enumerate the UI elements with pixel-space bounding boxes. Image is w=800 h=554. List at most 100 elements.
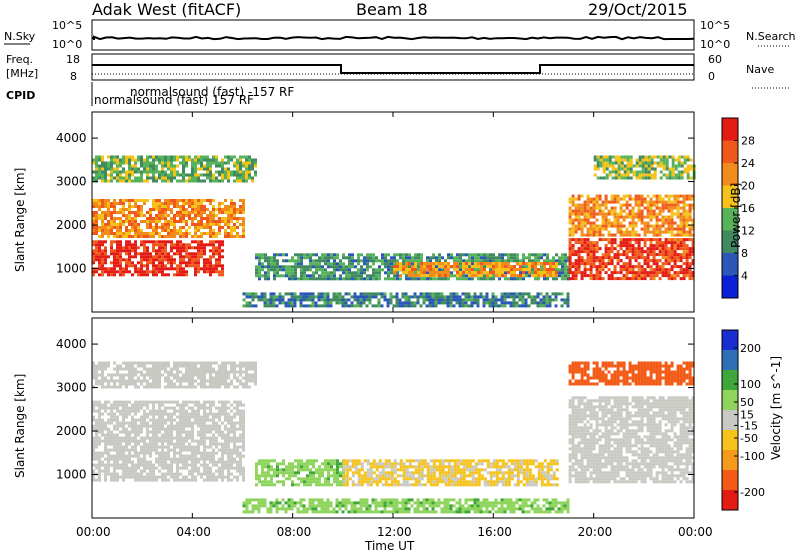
heatmap-cell: [595, 233, 599, 237]
heatmap-cell: [119, 421, 122, 425]
heatmap-cell: [456, 277, 459, 281]
heatmap-cell: [580, 241, 584, 245]
heatmap-cell: [140, 418, 143, 422]
heatmap-cell: [644, 173, 648, 177]
heatmap-cell: [410, 295, 414, 299]
heatmap-cell: [568, 250, 572, 254]
heatmap-cell: [122, 400, 125, 404]
heatmap-cell: [670, 212, 674, 216]
heatmap-cell: [170, 433, 173, 437]
heatmap-cell: [140, 179, 143, 183]
heatmap-cell: [420, 268, 423, 271]
heatmap-cell: [435, 271, 438, 274]
heatmap-cell: [688, 206, 692, 210]
heatmap-cell: [203, 406, 206, 410]
heatmap-cell: [491, 298, 495, 302]
heatmap-cell: [432, 268, 435, 271]
heatmap-cell: [167, 448, 170, 452]
heatmap-cell: [628, 197, 632, 201]
heatmap-cell: [528, 271, 531, 274]
heatmap-cell: [188, 202, 191, 205]
heatmap-cell: [101, 264, 104, 268]
heatmap-cell: [197, 258, 200, 262]
heatmap-cell: [146, 442, 149, 446]
heatmap-cell: [667, 197, 671, 201]
heatmap-cell: [197, 226, 200, 229]
heatmap-cell: [185, 229, 188, 232]
heatmap-cell: [561, 277, 564, 281]
heatmap-cell: [464, 304, 468, 308]
heatmap-cell: [598, 206, 602, 210]
heatmap-cell: [206, 223, 209, 226]
heatmap-cell: [662, 155, 666, 159]
heatmap-cell: [634, 224, 638, 228]
heatmap-cell: [296, 295, 300, 299]
heatmap-cell: [245, 161, 248, 165]
heatmap-cell: [131, 255, 134, 259]
heatmap-cell: [616, 200, 620, 204]
heatmap-cell: [179, 466, 182, 470]
heatmap-cell: [236, 170, 239, 174]
heatmap-cell: [221, 466, 224, 470]
heatmap-cell: [510, 277, 513, 281]
heatmap-cell: [134, 475, 137, 479]
heatmap-cell: [191, 475, 194, 479]
heatmap-cell: [131, 466, 134, 470]
heatmap-cell: [236, 463, 239, 467]
heatmap-cell: [626, 155, 630, 159]
heatmap-cell: [489, 265, 492, 268]
heatmap-cell: [611, 161, 615, 165]
heatmap-cell: [516, 253, 519, 257]
heatmap-cell: [297, 262, 300, 266]
heatmap-cell: [267, 262, 270, 266]
heatmap-cell: [671, 155, 675, 159]
heatmap-cell: [643, 262, 647, 266]
heatmap-cell: [206, 472, 209, 476]
heatmap-cell: [245, 170, 248, 174]
heatmap-cell: [209, 235, 212, 238]
heatmap-cell: [188, 176, 191, 180]
heatmap-cell: [495, 274, 498, 277]
heatmap-cell: [524, 292, 528, 296]
heatmap-cell: [107, 436, 110, 440]
heatmap-cell: [449, 298, 453, 302]
heatmap-cell: [137, 463, 140, 467]
heatmap-cell: [194, 176, 197, 180]
heatmap-cell: [501, 268, 504, 271]
heatmap-cell: [149, 252, 152, 256]
heatmap-cell: [188, 226, 191, 229]
heatmap-cell: [670, 268, 674, 272]
heatmap-cell: [164, 199, 167, 202]
heatmap-cell: [282, 274, 285, 278]
heatmap-cell: [616, 271, 620, 275]
heatmap-cell: [230, 214, 233, 217]
heatmap-cell: [366, 274, 369, 278]
heatmap-cell: [650, 161, 654, 165]
heatmap-cell: [589, 206, 593, 210]
heatmap-cell: [185, 457, 188, 461]
heatmap-cell: [625, 268, 629, 272]
heatmap-cell: [458, 298, 462, 302]
heatmap-cell: [432, 271, 435, 274]
heatmap-cell: [95, 382, 98, 386]
heatmap-cell: [224, 232, 227, 235]
heatmap-cell: [155, 457, 158, 461]
heatmap-cell: [209, 439, 212, 443]
heatmap-cell: [309, 262, 312, 266]
heatmap-cell: [661, 221, 665, 225]
heatmap-cell: [264, 277, 267, 281]
heatmap-cell: [212, 240, 215, 244]
heatmap-cell: [489, 262, 492, 265]
heatmap-cell: [483, 265, 486, 269]
heatmap-cell: [149, 412, 152, 416]
heatmap-cell: [586, 247, 590, 251]
heatmap-cell: [143, 235, 146, 238]
heatmap-cell: [221, 158, 224, 162]
heatmap-cell: [230, 199, 233, 202]
heatmap-cell: [619, 197, 623, 201]
heatmap-cell: [545, 304, 549, 308]
heatmap-cell: [242, 409, 245, 413]
heatmap-cell: [161, 261, 164, 265]
heatmap-cell: [149, 167, 152, 171]
